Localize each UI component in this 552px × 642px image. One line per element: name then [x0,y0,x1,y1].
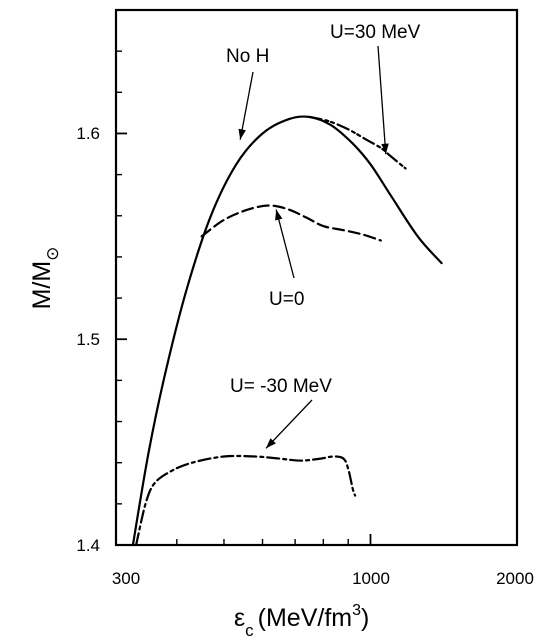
y-axis-title-main: M/M [28,261,56,310]
annotation-arrows [238,45,389,449]
y-tick-label-1.6: 1.6 [76,124,100,143]
x-axis-title-symbol: ε [234,604,245,632]
annotation-arrow-3 [265,399,313,449]
series-line-3 [135,454,357,547]
annotation-no-h: No H [226,46,269,67]
y-axis-title-subscript: ⊙ [43,247,62,261]
y-tick-label-1.5: 1.5 [76,330,100,349]
annotation-u-0: U=0 [269,289,304,310]
annotation-arrow-0 [238,71,254,140]
annotation-u-30: U=30 MeV [330,22,421,43]
series-curves [131,115,443,547]
x-axis-title: εc (MeV/fm3) [234,602,369,640]
x-tick-label-1000: 1000 [352,569,390,588]
y-tick-label-1.4: 1.4 [76,536,100,555]
x-axis-title-subscript: c [245,621,254,640]
series-line-2 [200,204,382,242]
plot-frame [114,8,519,547]
x-tick-label-2000: 2000 [496,569,534,588]
x-axis-title-units: (MeV/fm [258,604,352,632]
x-tick-label-300: 300 [112,569,140,588]
series-line-0 [131,115,443,547]
x-axis-title-close: ) [361,604,369,632]
annotation-arrow-2 [275,209,295,279]
x-axis-title-superscript: 3 [352,602,361,619]
axis-ticks [115,50,518,546]
y-axis-title: M/M⊙ [28,247,62,310]
annotation-arrow-1 [377,45,389,155]
series-line-1 [308,115,407,170]
annotation-u-minus-30: U= -30 MeV [230,376,332,397]
